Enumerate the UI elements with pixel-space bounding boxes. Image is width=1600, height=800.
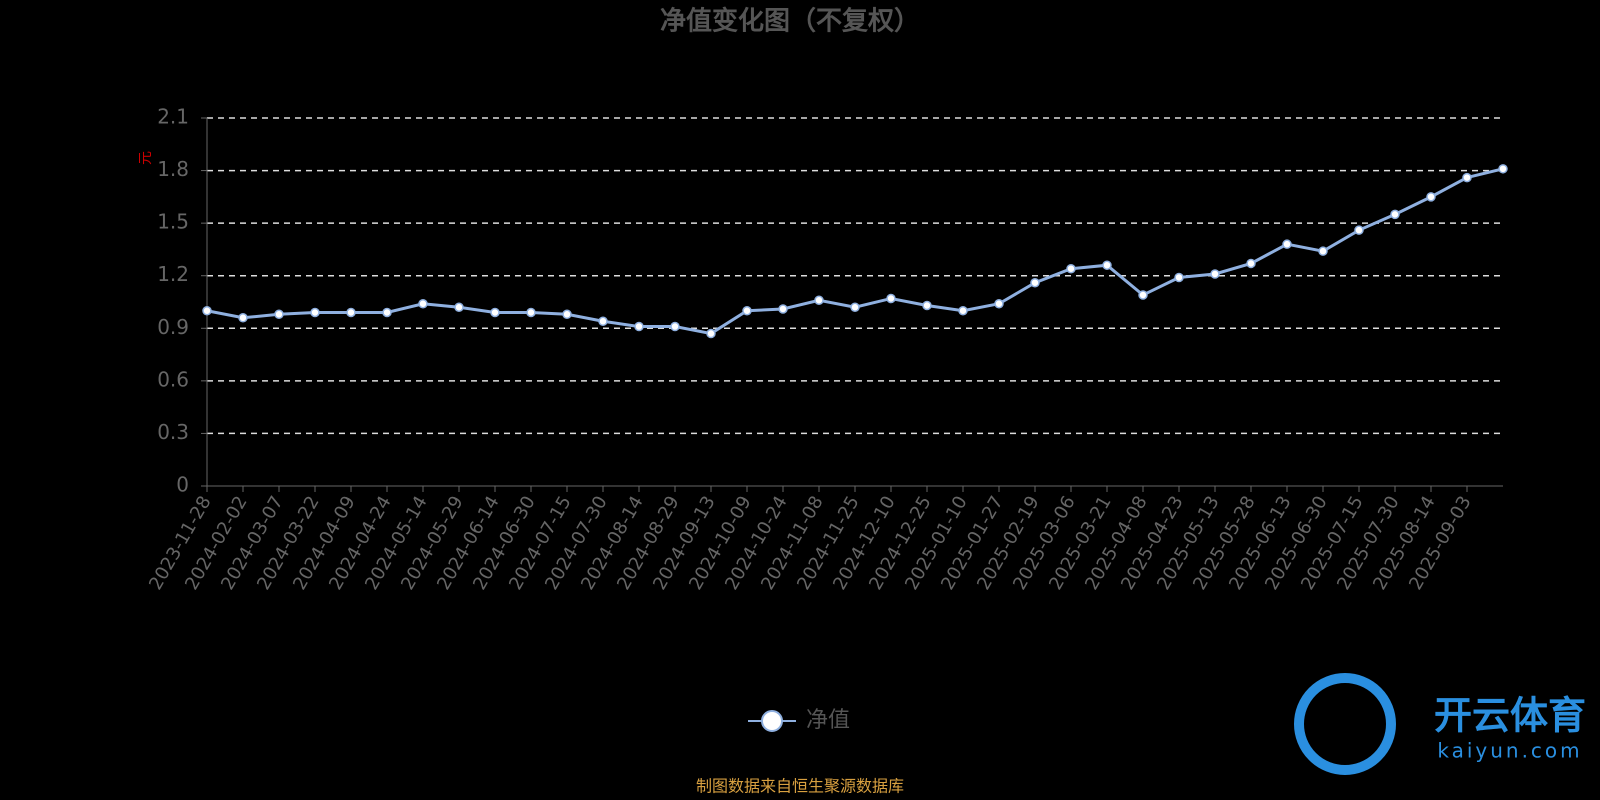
y-tick-label: 0 [176, 473, 189, 497]
data-point [418, 299, 428, 309]
data-point [238, 313, 248, 323]
data-point [1462, 172, 1472, 183]
data-point [886, 293, 896, 304]
data-point [1138, 290, 1148, 300]
data-point [634, 321, 644, 332]
data-point [1246, 258, 1256, 269]
data-point [670, 321, 680, 332]
y-tick-label: 0.9 [157, 315, 189, 339]
data-point [1390, 209, 1400, 220]
data-point [958, 306, 968, 316]
watermark-name: 开云体育 [1434, 694, 1586, 738]
y-tick-label: 1.2 [157, 262, 189, 286]
data-point [562, 309, 572, 320]
data-point [778, 304, 788, 314]
data-point [706, 328, 716, 339]
data-point [1102, 260, 1112, 270]
logo-icon [1294, 673, 1396, 775]
data-point [454, 302, 464, 313]
source-note: 制图数据来自恒生聚源数据库 [696, 777, 904, 796]
data-point [1426, 192, 1436, 202]
legend-label[interactable]: 净值 [806, 708, 850, 733]
data-point [1354, 225, 1364, 235]
data-point [490, 307, 500, 318]
data-point [1210, 269, 1220, 279]
y-tick-label: 1.5 [157, 210, 189, 234]
y-tick-label: 1.8 [157, 157, 189, 181]
y-tick-label: 2.1 [157, 105, 189, 129]
chart-title: 净值变化图（不复权） [660, 6, 920, 37]
data-point [1498, 164, 1508, 174]
data-point [742, 306, 752, 316]
data-point [814, 295, 824, 305]
data-point [526, 307, 536, 318]
y-tick-label: 0.3 [157, 420, 189, 444]
y-axis-label: 元 [138, 151, 154, 165]
data-point [346, 307, 356, 318]
y-tick-label: 0.6 [157, 367, 189, 391]
data-point [382, 307, 392, 318]
data-point [202, 306, 212, 316]
data-point [1318, 246, 1328, 256]
data-point [1030, 277, 1040, 288]
data-point [1066, 263, 1076, 274]
data-point [310, 307, 320, 318]
legend-marker [761, 710, 783, 732]
data-point [274, 309, 284, 320]
data-point [850, 302, 860, 313]
data-point [922, 300, 932, 311]
data-point [994, 299, 1004, 309]
data-point [1282, 239, 1292, 249]
watermark-site: kaiyun.com [1437, 739, 1582, 763]
data-point [1174, 272, 1184, 283]
data-point [598, 316, 608, 327]
